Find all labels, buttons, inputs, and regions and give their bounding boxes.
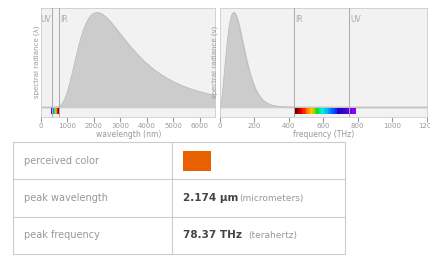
Y-axis label: spectral radiance (λ): spectral radiance (λ): [33, 26, 40, 98]
Text: IR: IR: [295, 15, 303, 24]
Text: IR: IR: [60, 15, 68, 24]
Text: perceived color: perceived color: [24, 156, 98, 166]
Text: peak wavelength: peak wavelength: [24, 193, 108, 203]
Bar: [13, 142, 344, 254]
Text: UV: UV: [350, 15, 361, 24]
Text: 2.174 µm: 2.174 µm: [183, 193, 238, 203]
X-axis label: wavelength (nm): wavelength (nm): [95, 130, 160, 139]
Text: (micrometers): (micrometers): [239, 194, 303, 203]
Text: (terahertz): (terahertz): [247, 231, 296, 240]
X-axis label: frequency (THz): frequency (THz): [292, 130, 353, 139]
Text: 78.37 THz: 78.37 THz: [183, 231, 242, 240]
Text: peak frequency: peak frequency: [24, 231, 99, 240]
Y-axis label: spectral radiance (ν): spectral radiance (ν): [212, 26, 218, 98]
Text: UV: UV: [40, 15, 51, 24]
Bar: [183, 150, 211, 171]
